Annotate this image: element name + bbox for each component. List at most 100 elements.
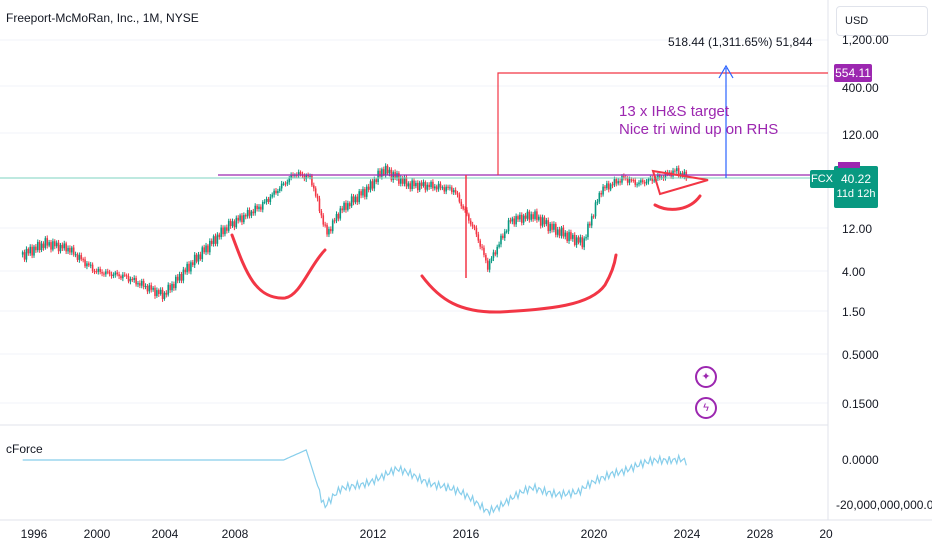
x-tick-label: 2016 xyxy=(452,527,480,541)
candle-body xyxy=(148,285,151,292)
candle-body xyxy=(322,215,325,225)
candle-body xyxy=(161,289,164,299)
candle-body xyxy=(443,187,446,192)
candle-body xyxy=(558,229,561,236)
candle-body xyxy=(169,284,171,291)
candle-body xyxy=(106,271,109,273)
candle-body xyxy=(623,176,625,178)
candle-body xyxy=(399,178,402,184)
currency-selector[interactable]: USD xyxy=(836,6,928,36)
candle-body xyxy=(46,238,49,246)
candle-body xyxy=(490,258,493,262)
candle-body xyxy=(218,234,221,238)
candle-body xyxy=(303,175,306,180)
candle-body xyxy=(71,247,73,253)
candle-body xyxy=(226,227,228,231)
candle-body xyxy=(76,254,79,260)
candle-body xyxy=(284,183,287,185)
left-shoulder-curve xyxy=(230,233,327,300)
x-tick-label: 2028 xyxy=(746,527,774,541)
candle-body xyxy=(515,216,517,225)
candle-body xyxy=(401,178,404,184)
candle-body xyxy=(360,191,362,196)
candle-body xyxy=(647,179,650,182)
candle-body xyxy=(290,174,292,178)
candle-body xyxy=(345,202,347,210)
candle-body xyxy=(209,240,211,253)
candle-body xyxy=(178,274,181,281)
candle-body xyxy=(52,241,54,250)
candle-body xyxy=(99,268,101,272)
candle-body xyxy=(364,189,366,197)
candle-body xyxy=(615,179,618,184)
x-tick-label: 2008 xyxy=(221,527,249,541)
candle-body xyxy=(36,241,39,251)
candle-body xyxy=(307,175,309,177)
candle-body xyxy=(222,227,224,235)
candle-body xyxy=(473,226,476,228)
candle-body xyxy=(619,181,621,183)
candle-body xyxy=(38,241,41,251)
candle-body xyxy=(347,203,349,210)
candle-body xyxy=(447,186,449,188)
target-price-badge: 554.11 xyxy=(834,64,872,82)
candle-body xyxy=(392,172,395,180)
candle-body xyxy=(445,186,447,192)
candle-body xyxy=(214,236,217,244)
candle-body xyxy=(144,285,147,287)
candle-body xyxy=(503,231,506,238)
candle-body xyxy=(252,211,255,214)
candle-body xyxy=(653,180,655,182)
candle-body xyxy=(129,278,132,282)
candle-body xyxy=(135,277,137,285)
candle-body xyxy=(424,182,427,190)
candle-body xyxy=(416,182,419,191)
candle-body xyxy=(84,259,86,267)
candle-body xyxy=(573,234,576,245)
candle-body xyxy=(318,198,321,212)
candle-body xyxy=(237,217,239,221)
candle-body xyxy=(57,242,60,252)
ticker-badge: FCX xyxy=(810,170,834,188)
candle-body xyxy=(133,277,136,280)
last-price: 40.22 xyxy=(840,172,872,186)
candle-body xyxy=(507,220,510,232)
candle-body xyxy=(112,274,115,276)
candle-body xyxy=(140,280,143,286)
candle-body xyxy=(367,186,370,190)
y-tick-label: 1.50 xyxy=(842,305,866,319)
candle-body xyxy=(437,183,440,190)
candle-body xyxy=(426,184,429,190)
candle-body xyxy=(224,227,226,235)
candle-body xyxy=(265,198,268,202)
candle-body xyxy=(560,227,563,236)
measure-label: 518.44 (1,311.65%) 51,844 xyxy=(668,35,813,49)
candle-body xyxy=(53,241,56,247)
candle-body xyxy=(492,252,495,259)
candle-body xyxy=(505,231,508,233)
candle-body xyxy=(428,184,430,188)
candle-body xyxy=(108,271,111,275)
candle-body xyxy=(341,208,343,211)
candle-body xyxy=(520,214,523,223)
candle-body xyxy=(537,216,540,220)
candle-body xyxy=(598,193,601,202)
candle-body xyxy=(78,255,81,260)
candle-body xyxy=(156,290,158,296)
candle-body xyxy=(197,254,200,262)
compass-icon[interactable]: ✦ xyxy=(695,366,717,388)
candle-body xyxy=(348,203,351,207)
candle-body xyxy=(524,215,527,219)
candle-body xyxy=(486,260,489,270)
candle-body xyxy=(199,254,202,260)
candle-body xyxy=(286,182,289,184)
candle-body xyxy=(165,292,168,295)
candle-body xyxy=(203,247,205,253)
candle-body xyxy=(581,237,584,248)
candle-body xyxy=(371,181,374,189)
candle-body xyxy=(677,168,680,176)
lightning-icon[interactable]: ϟ xyxy=(695,397,717,419)
candle-body xyxy=(613,179,616,186)
candle-body xyxy=(589,223,591,226)
